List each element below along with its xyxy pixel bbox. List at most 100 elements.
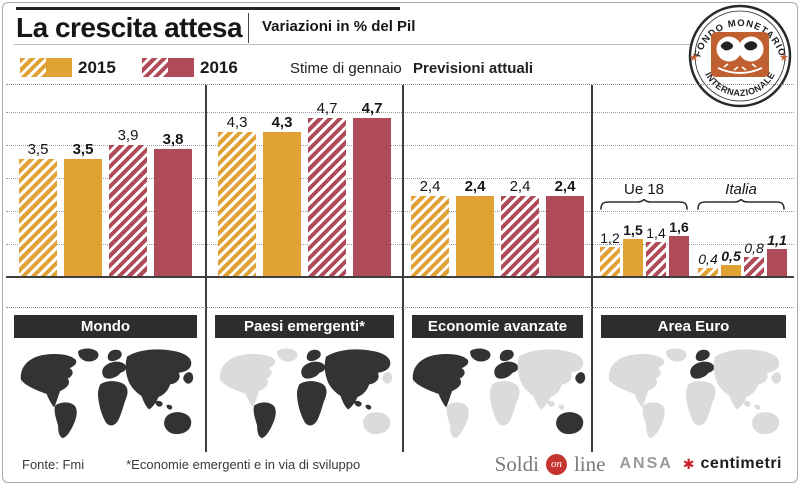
bar — [546, 196, 584, 278]
chart-baseline — [6, 276, 794, 278]
logo-star-left: ★ — [689, 52, 699, 64]
bar-value-label: 4,3 — [226, 114, 248, 131]
bar-item: 4,3 — [218, 115, 256, 278]
bar — [744, 257, 764, 278]
gridline-3 — [6, 178, 794, 179]
bar-item: 1,1 — [767, 233, 787, 278]
map-cell-area-euro — [593, 338, 794, 452]
maps-row — [6, 338, 794, 452]
bar — [623, 239, 643, 278]
bar-value-label: 3,5 — [72, 141, 94, 158]
bar — [109, 145, 147, 278]
brace-italia — [697, 199, 785, 210]
bar-value-label: 1,4 — [646, 225, 666, 241]
footer: Fonte: Fmi *Economie emergenti e in via … — [6, 452, 794, 476]
bar-item: 2,4 — [456, 179, 494, 278]
logo-laurel — [717, 67, 763, 74]
panel-area-euro: Ue 18 Italia 1,2 1,5 1,4 1,6 0,4 0,5 0,8 1,1 — [593, 85, 794, 316]
bar-item: 1,2 — [600, 231, 620, 278]
bar-item: 2,4 — [411, 179, 449, 278]
logo-hemisphere-west — [720, 41, 733, 51]
map-cell-economie-avanzate — [404, 338, 593, 452]
gridline-1 — [6, 244, 794, 245]
group-header-cell: Paesi emergenti* — [207, 315, 404, 338]
bar-item: 2,4 — [501, 179, 539, 278]
source-label: Fonte: Fmi — [22, 456, 85, 472]
gridline-5 — [6, 112, 794, 113]
world-map-area-euro — [603, 345, 785, 443]
bars-area-euro: 1,2 1,5 1,4 1,6 0,4 0,5 0,8 1,1 — [593, 220, 794, 278]
header-divider-line — [14, 44, 786, 45]
centimetri-star-icon: ✱ — [682, 455, 695, 472]
bar — [456, 196, 494, 278]
bar — [263, 132, 301, 278]
brand-logos: Soldi on line ANSA ✱ centimetri — [495, 452, 782, 477]
legend-label-2016: 2016 — [200, 58, 238, 77]
group-headers-row: Mondo Paesi emergenti* Economie avanzate… — [6, 315, 794, 338]
bar — [721, 265, 741, 278]
swatch-2016-solid — [168, 58, 194, 77]
legend-swatch-2015 — [20, 58, 72, 77]
bar — [308, 118, 346, 278]
bar-item: 1,4 — [646, 226, 666, 278]
soldionline-logo-soldi: Soldi — [494, 451, 539, 476]
bar-value-label: 1,6 — [669, 219, 689, 235]
bar-value-label: 2,4 — [509, 178, 531, 195]
bar-item: 0,4 — [698, 252, 718, 278]
bar — [767, 249, 787, 278]
bar-item: 3,9 — [109, 128, 147, 278]
group-header-cell: Area Euro — [593, 315, 794, 338]
bar-value-label: 0,4 — [698, 251, 718, 267]
bar-value-label: 1,1 — [767, 232, 787, 248]
bar-value-label: 1,5 — [623, 222, 643, 238]
subgroup-header-ue18: Ue 18 — [597, 180, 691, 211]
bar-item: 1,5 — [623, 223, 643, 278]
bar-item: 3,8 — [154, 132, 192, 278]
bar-item: 0,5 — [721, 249, 741, 278]
group-header-mondo: Mondo — [14, 315, 197, 338]
bar — [19, 159, 57, 278]
bar-value-label: 0,8 — [744, 240, 764, 256]
bar — [698, 268, 718, 278]
subgroup-label-ue18: Ue 18 — [623, 180, 665, 198]
bar-value-label: 3,5 — [27, 141, 49, 158]
bar-item: 0,8 — [744, 241, 764, 278]
brace-ue18 — [600, 199, 688, 210]
group-header-cell: Mondo — [6, 315, 207, 338]
chart-bottom-dotted-line — [6, 307, 794, 308]
group-header-cell: Economie avanzate — [404, 315, 593, 338]
bar — [411, 196, 449, 278]
bar-item: 4,7 — [308, 101, 346, 278]
bar — [646, 242, 666, 278]
gridline-2 — [6, 211, 794, 212]
centimetri-logo: centimetri — [700, 455, 782, 472]
bar-chart: 3,5 3,5 3,9 3,8 4,3 4,3 4,7 4,7 2,4 2,4 2,4 2,4 U… — [6, 84, 794, 316]
bar — [669, 236, 689, 278]
map-cell-mondo — [6, 338, 207, 452]
world-map-mondo — [15, 345, 197, 443]
bars-economie-avanzate: 2,4 2,4 2,4 2,4 — [404, 179, 591, 278]
swatch-2015-hatched — [20, 58, 46, 77]
swatch-2016-hatched — [142, 58, 168, 77]
bar — [501, 196, 539, 278]
panel-mondo: 3,5 3,5 3,9 3,8 — [6, 85, 207, 316]
panel-paesi-emergenti: 4,3 4,3 4,7 4,7 — [207, 85, 404, 316]
subgroup-label-italia: Italia — [725, 180, 757, 198]
footnote: *Economie emergenti e in via di sviluppo — [126, 456, 361, 472]
group-header-paesi-emergenti: Paesi emergenti* — [215, 315, 394, 338]
bar-subgroup: 0,4 0,5 0,8 1,1 — [698, 233, 787, 278]
legend-hatched-meaning: Stime di gennaio — [290, 60, 402, 77]
bar — [353, 118, 391, 278]
bar-item: 3,5 — [19, 142, 57, 278]
title-divider — [248, 13, 249, 43]
bar-value-label: 2,4 — [419, 178, 441, 195]
bar-item: 4,7 — [353, 101, 391, 278]
bar-value-label: 3,9 — [117, 127, 139, 144]
gridline-4 — [6, 145, 794, 146]
bar — [600, 247, 620, 278]
bar-value-label: 4,3 — [271, 114, 293, 131]
bar-value-label: 4,7 — [316, 100, 338, 117]
bar-value-label: 2,4 — [554, 178, 576, 195]
map-cell-paesi-emergenti — [207, 338, 404, 452]
